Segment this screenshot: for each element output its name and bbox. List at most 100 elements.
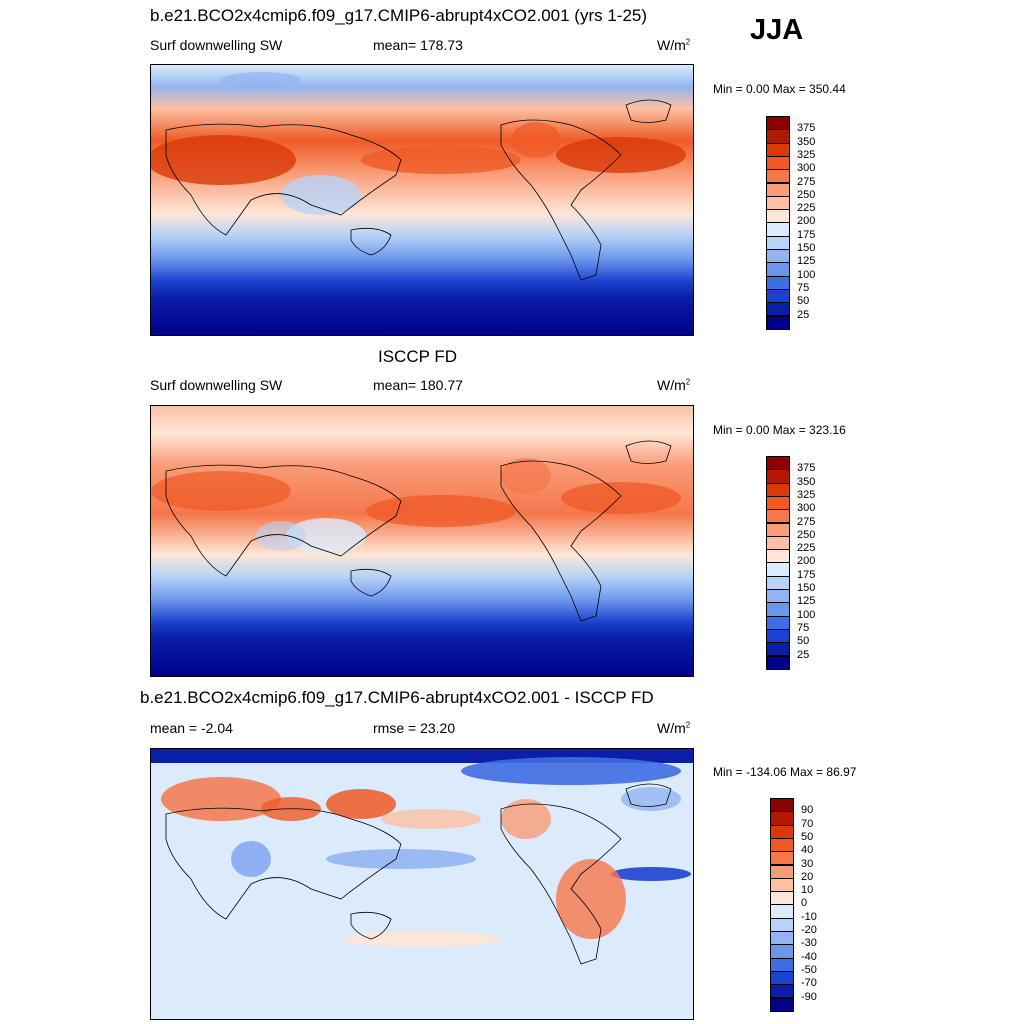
panel3-map	[150, 748, 694, 1020]
colorbar-swatch	[766, 169, 790, 184]
panel1-minmax: Min = 0.00 Max = 350.44	[713, 82, 846, 96]
colorbar-swatch	[766, 182, 790, 197]
colorbar-tick-label: 375	[797, 122, 816, 135]
panel1-mean-label: mean= 178.73	[373, 37, 463, 53]
colorbar-swatch	[766, 222, 790, 237]
colorbar-tick-label: 75	[797, 621, 810, 634]
colorbar-swatch	[766, 116, 790, 131]
colorbar-tick-label: 275	[797, 515, 816, 528]
colorbar-swatch	[766, 628, 790, 644]
colorbar-tick-label: 20	[801, 870, 814, 883]
colorbar-tick-label: -40	[801, 950, 817, 963]
panel1-colorbar: 375 350 325 300 275 250 225 200 175 150 125 100 75 50…	[766, 116, 826, 330]
colorbar-swatch	[770, 851, 794, 866]
colorbar-swatch	[770, 837, 794, 853]
panel1-units-label: W/m2	[657, 37, 691, 53]
panel2-map	[150, 405, 694, 677]
colorbar-swatch	[770, 997, 794, 1012]
colorbar-tick-label: 150	[797, 582, 816, 594]
colorbar-swatch	[766, 509, 790, 524]
panel1-title: b.e21.BCO2x4cmip6.f09_g17.CMIP6-abrupt4x…	[150, 6, 648, 25]
panel1-variable-label: Surf downwelling SW	[150, 37, 283, 53]
colorbar-tick-label: -50	[801, 963, 817, 976]
colorbar-swatch	[766, 129, 790, 144]
colorbar-swatch	[770, 917, 794, 932]
colorbar-swatch	[766, 549, 790, 564]
colorbar-tick-label: 10	[801, 884, 814, 897]
colorbar-swatch	[766, 209, 790, 224]
colorbar-tick-label: 250	[797, 528, 816, 541]
panel3-minmax: Min = -134.06 Max = 86.97	[713, 765, 857, 779]
colorbar-tick-label: 250	[797, 188, 816, 201]
colorbar-tick-label: -70	[801, 977, 817, 990]
colorbar-swatch	[766, 495, 790, 511]
colorbar-swatch	[770, 904, 794, 919]
colorbar-tick-label: -90	[801, 990, 817, 1003]
colorbar-swatch	[766, 615, 790, 630]
colorbar-tick-label: -30	[801, 937, 817, 950]
colorbar-swatch	[766, 275, 790, 290]
panel2-title: ISCCP FD	[378, 347, 458, 366]
colorbar-swatch	[766, 482, 790, 497]
colorbar-swatch	[770, 891, 794, 906]
colorbar-swatch	[770, 970, 794, 986]
colorbar-swatch	[766, 288, 790, 304]
colorbar-tick-label: 25	[797, 648, 810, 661]
colorbar-swatch	[770, 864, 794, 879]
colorbar-tick-label: 200	[797, 215, 816, 228]
colorbar-tick-label: 0	[801, 897, 808, 910]
colorbar-tick-label: 50	[801, 830, 814, 843]
colorbar-swatch	[770, 877, 794, 893]
colorbar-swatch	[766, 602, 790, 617]
colorbar-swatch	[766, 589, 790, 604]
colorbar-tick-label: 90	[801, 804, 814, 817]
colorbar-tick-label: 40	[801, 844, 814, 857]
colorbar-swatch	[766, 522, 790, 537]
panel3-mean-label: mean = -2.04	[150, 720, 233, 736]
colorbar-swatch	[770, 931, 794, 946]
panel2-colorbar: 375 350 325 300 275 250 225 200 175 150 125 100 75 50…	[766, 456, 826, 670]
colorbar-tick-label: 125	[797, 255, 816, 268]
colorbar-swatch	[766, 142, 790, 157]
colorbar-tick-label: 50	[797, 295, 810, 308]
colorbar-tick-label: 350	[797, 475, 816, 488]
colorbar-tick-label: 200	[797, 555, 816, 568]
panel2-units-label: W/m2	[657, 377, 691, 393]
colorbar-swatch	[766, 302, 790, 317]
colorbar-swatch	[770, 944, 794, 959]
panel2-minmax: Min = 0.00 Max = 323.16	[713, 423, 846, 437]
colorbar-tick-label: 175	[797, 568, 816, 581]
colorbar-tick-label: 125	[797, 595, 816, 608]
colorbar-tick-label: 375	[797, 462, 816, 475]
panel3-title: b.e21.BCO2x4cmip6.f09_g17.CMIP6-abrupt4x…	[140, 688, 654, 707]
panel2-mean-label: mean= 180.77	[373, 377, 463, 393]
colorbar-tick-label: 30	[801, 857, 814, 870]
panel1-map	[150, 64, 694, 336]
colorbar-swatch	[766, 655, 790, 670]
season-label: JJA	[750, 14, 804, 46]
panel3-units-label: W/m2	[657, 720, 691, 736]
colorbar-swatch	[766, 456, 790, 471]
colorbar-swatch	[766, 562, 790, 577]
colorbar-tick-label: 70	[801, 817, 814, 830]
colorbar-tick-label: 150	[797, 242, 816, 254]
colorbar-swatch	[766, 249, 790, 264]
colorbar-swatch	[770, 984, 794, 999]
colorbar-swatch	[770, 811, 794, 826]
colorbar-swatch	[766, 235, 790, 250]
colorbar-swatch	[770, 957, 794, 972]
colorbar-tick-label: -10	[801, 910, 817, 923]
colorbar-tick-label: 175	[797, 228, 816, 241]
colorbar-tick-label: 325	[797, 488, 816, 501]
colorbar-swatch	[770, 798, 794, 813]
colorbar-swatch	[766, 535, 790, 551]
colorbar-tick-label: 25	[797, 308, 810, 321]
colorbar-swatch	[766, 469, 790, 484]
colorbar-tick-label: 100	[797, 608, 816, 621]
colorbar-swatch	[766, 315, 790, 330]
colorbar-tick-label: 225	[797, 542, 816, 555]
colorbar-tick-label: 275	[797, 175, 816, 188]
panel2-variable-label: Surf downwelling SW	[150, 377, 283, 393]
colorbar-swatch	[766, 575, 790, 590]
colorbar-tick-label: 50	[797, 635, 810, 648]
